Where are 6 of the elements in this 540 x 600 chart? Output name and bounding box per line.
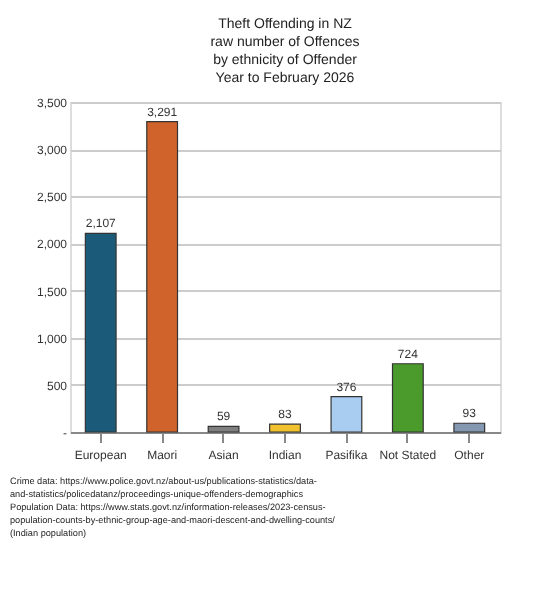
bar: [84, 232, 117, 433]
bar: [330, 395, 363, 433]
bar: [453, 422, 486, 433]
bar: [146, 121, 179, 433]
bar: [269, 423, 301, 433]
bar: [391, 363, 424, 433]
